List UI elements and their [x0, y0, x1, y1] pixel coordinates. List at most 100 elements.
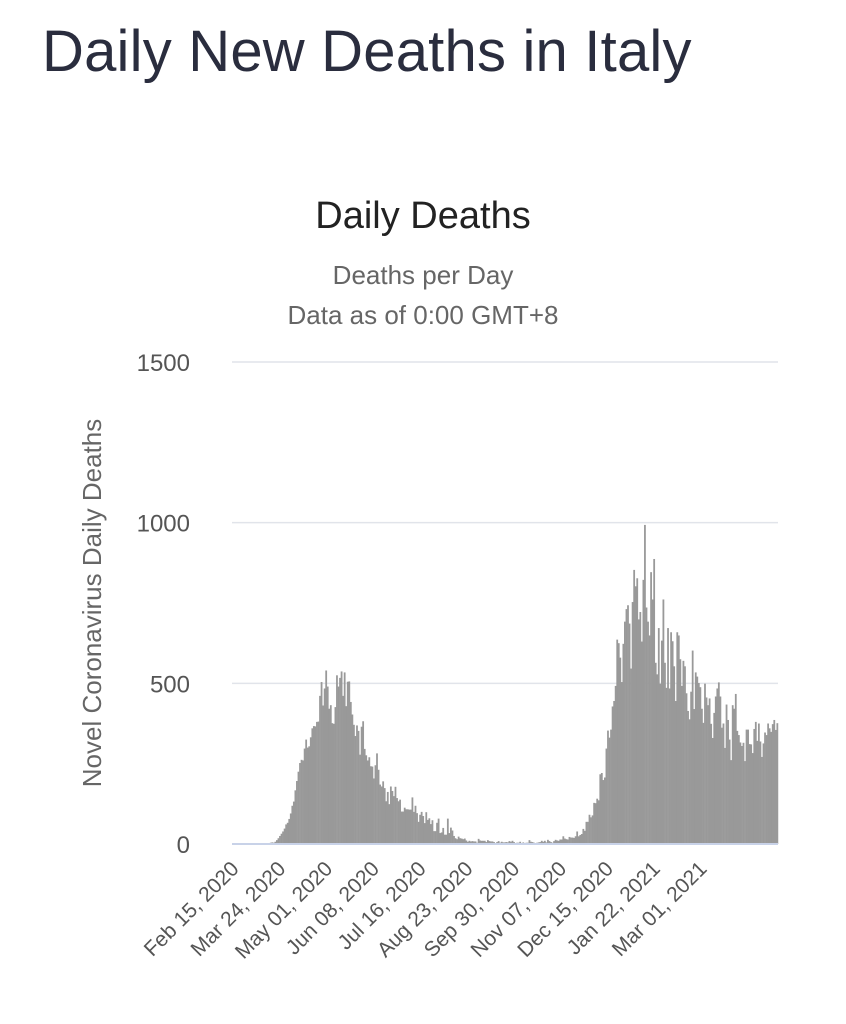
bar [368, 757, 371, 844]
y-tick-labels: 0 500 1000 1500 [137, 350, 190, 859]
bar [644, 524, 646, 844]
bar [417, 821, 420, 844]
bar [724, 747, 726, 844]
bar [366, 760, 369, 844]
bar [331, 723, 334, 844]
bar [710, 723, 713, 844]
bar [577, 836, 580, 844]
bar [511, 840, 514, 844]
bar [604, 777, 606, 844]
page-title: Daily New Deaths in Italy [42, 19, 692, 84]
bar [480, 840, 483, 844]
bar [607, 730, 609, 844]
bar [374, 765, 377, 844]
bar [302, 760, 304, 844]
bar [682, 660, 685, 844]
bar [459, 838, 462, 844]
bar [376, 753, 378, 844]
bar [776, 723, 779, 844]
bar [454, 838, 457, 844]
y-tick-label: 500 [150, 671, 190, 698]
bar [590, 817, 592, 844]
gridlines [232, 361, 778, 685]
bar [633, 569, 636, 844]
bar [519, 841, 522, 844]
bar [717, 682, 720, 844]
bar [761, 756, 763, 844]
bar [745, 729, 748, 844]
y-tick-label: 1500 [137, 350, 190, 377]
bar [573, 837, 575, 844]
bar [727, 719, 729, 844]
bar [771, 724, 774, 844]
bar [557, 840, 560, 844]
bar [591, 815, 594, 844]
bar [371, 766, 374, 844]
bar [413, 811, 415, 844]
bar [579, 835, 582, 844]
bar [773, 719, 776, 844]
bar [565, 839, 568, 844]
bar [742, 742, 745, 844]
bar [574, 836, 577, 844]
bar [543, 840, 546, 844]
bar [437, 818, 440, 844]
bar [456, 839, 458, 844]
bar [322, 705, 324, 844]
bar [554, 839, 557, 844]
bar [303, 748, 306, 844]
bar [342, 695, 345, 844]
bar [567, 839, 569, 844]
bar [425, 812, 428, 844]
bar [426, 819, 429, 844]
bar [548, 841, 551, 844]
bar [636, 578, 639, 844]
bar [568, 836, 571, 844]
bar [613, 701, 616, 844]
bar [668, 688, 671, 844]
bar [473, 841, 475, 844]
bar [373, 778, 375, 844]
bar [430, 824, 432, 844]
bar [614, 685, 617, 844]
bar [570, 837, 572, 844]
bar [596, 798, 599, 844]
bar [423, 823, 426, 844]
bar [751, 753, 754, 844]
bar [280, 833, 283, 844]
bar [320, 682, 323, 844]
bar [300, 759, 303, 844]
bar [560, 839, 563, 844]
bar [359, 754, 361, 844]
bar [289, 813, 292, 844]
bar [611, 706, 614, 844]
bar [619, 657, 622, 844]
bar [389, 786, 392, 844]
bar [653, 558, 656, 844]
bar [679, 659, 682, 844]
bar [386, 791, 389, 844]
bar [309, 737, 312, 844]
bar [673, 666, 676, 844]
bar [713, 712, 716, 844]
bar [394, 786, 397, 844]
bar [597, 800, 600, 844]
bar [276, 840, 278, 844]
bars [265, 524, 779, 844]
bar [457, 836, 460, 844]
bar [640, 641, 643, 844]
bar [286, 822, 289, 844]
bar [391, 790, 394, 844]
bar [279, 835, 281, 844]
bar [288, 818, 291, 844]
bar [759, 741, 762, 844]
bar [657, 628, 660, 844]
bar [677, 635, 680, 844]
bar [696, 676, 699, 844]
bar [486, 840, 489, 844]
bar [599, 774, 602, 844]
bar [317, 721, 320, 844]
bar [620, 682, 623, 844]
bar [530, 841, 532, 844]
